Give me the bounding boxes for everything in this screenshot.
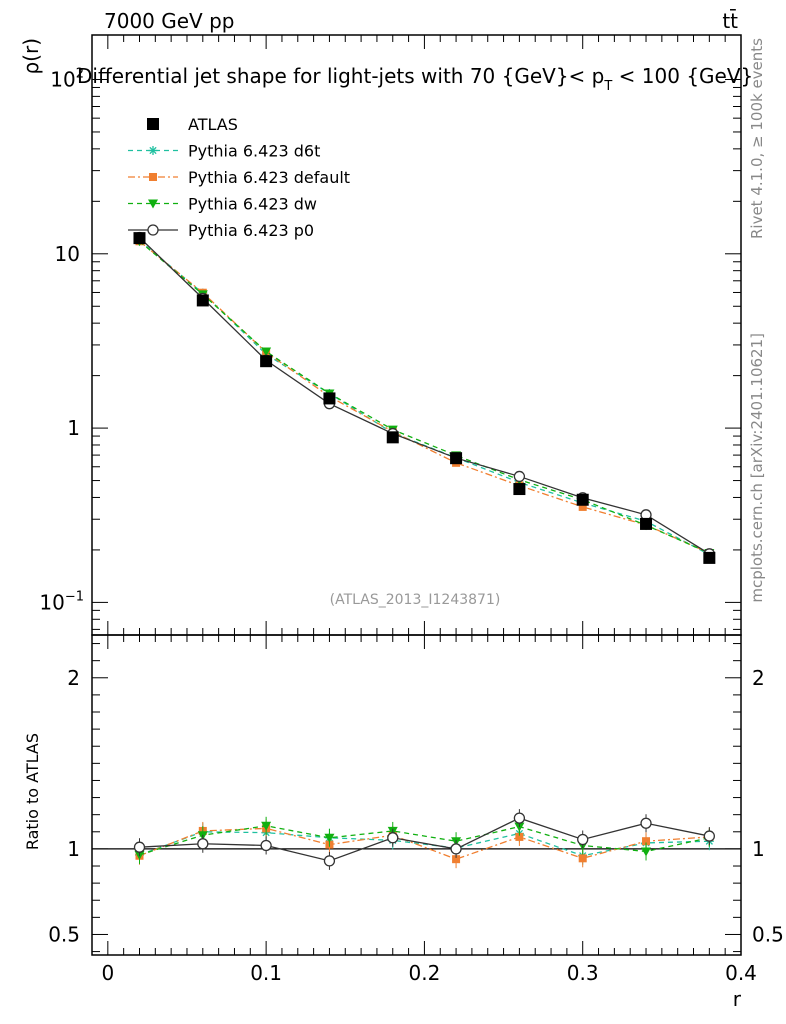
ratio-point-pythia-6-423-default — [515, 832, 524, 841]
x-axis-label: r — [733, 987, 742, 1011]
data-point-atlas — [196, 294, 209, 307]
data-point-pythia-6-423-dw — [261, 347, 272, 357]
ratio-point-pythia-6-423-p0 — [197, 838, 209, 850]
ratio-point-pythia-6-423-default — [452, 855, 461, 864]
ratio-point-pythia-6-423-dw — [514, 822, 525, 832]
y-tick-label: 10−1 — [39, 589, 84, 614]
legend-marker-pythia-6-423-d6t — [148, 146, 158, 155]
series-line-pythia-6-423-p0 — [139, 237, 710, 555]
watermark-label: (ATLAS_2013_I1243871) — [330, 592, 501, 608]
data-point-atlas — [386, 431, 399, 444]
ratio-line-pythia-6-423-p0 — [139, 817, 710, 862]
series-line-pythia-6-423-dw — [139, 240, 710, 554]
legend-label: Pythia 6.423 default — [188, 168, 350, 187]
ratio-y-tick-label: 0.5 — [48, 922, 80, 946]
ratio-point-pythia-6-423-p0 — [577, 833, 589, 846]
ratio-series-layer — [133, 809, 715, 870]
ratio-point-pythia-6-423-p0 — [450, 843, 462, 855]
energy-label: 7000 GeV pp — [104, 9, 235, 33]
x-tick-label: 0 — [101, 961, 114, 985]
data-point-pythia-6-423-default — [578, 502, 587, 511]
chart-title-subscript: T — [603, 79, 612, 94]
data-point-atlas — [260, 355, 273, 368]
main-series-layer — [133, 231, 716, 564]
ratio-line-pythia-6-423-default — [139, 827, 710, 860]
legend-label: ATLAS — [188, 115, 238, 134]
legend-marker-pythia-6-423-p0 — [147, 224, 159, 236]
ratio-point-pythia-6-423-dw — [324, 833, 335, 843]
ratio-y-axis-label: Ratio to ATLAS — [23, 733, 42, 850]
process-label: tt̄ — [722, 8, 738, 33]
legend-marker-atlas — [147, 118, 159, 130]
legend-marker-pythia-6-423-default — [149, 173, 157, 181]
chart-title-tail: < 100 {GeV} — [612, 64, 753, 88]
ratio-y-tick-label: 1 — [67, 837, 80, 861]
legend-label: Pythia 6.423 dw — [188, 195, 317, 214]
ratio-point-pythia-6-423-p0 — [387, 832, 399, 844]
ratio-line-pythia-6-423-d6t — [139, 831, 710, 857]
data-point-atlas — [576, 493, 589, 506]
ratio-point-pythia-6-423-p0 — [703, 830, 715, 842]
ratio-y-tick-label-right: 1 — [752, 837, 765, 861]
series-line-pythia-6-423-d6t — [139, 240, 710, 556]
ratio-point-pythia-6-423-p0 — [323, 855, 336, 867]
ratio-point-pythia-6-423-p0 — [133, 841, 146, 853]
ratio-y-tick-label-right: 0.5 — [752, 922, 784, 946]
data-point-atlas — [513, 483, 526, 496]
ratio-point-pythia-6-423-dw — [641, 847, 652, 857]
x-tick-label: 0.3 — [567, 961, 599, 985]
chart-title: Differential jet shape for light-jets wi… — [77, 64, 753, 94]
side-label-top: Rivet 4.1.0, ≥ 100k events — [748, 38, 766, 239]
legend-label: Pythia 6.423 p0 — [188, 221, 314, 240]
ratio-y-tick-label-right: 2 — [752, 666, 765, 690]
legend: ATLAS Pythia 6.423 d6t Pythia 6.423 defaul… — [128, 115, 350, 240]
ratio-plot-frame — [91, 634, 742, 956]
y-axis-label: ρ(r) — [19, 38, 43, 75]
axis-ticks — [92, 35, 742, 955]
ratio-point-pythia-6-423-dw — [261, 821, 272, 831]
ratio-y-tick-label: 2 — [67, 666, 80, 690]
ratio-point-pythia-6-423-p0 — [260, 839, 272, 852]
legend-marker-pythia-6-423-dw — [148, 199, 158, 209]
ratio-point-pythia-6-423-p0 — [513, 812, 526, 824]
side-label-bottom: mcplots.cern.ch [arXiv:2401.10621] — [748, 333, 766, 603]
x-tick-label: 0.2 — [409, 961, 441, 985]
ratio-line-pythia-6-423-dw — [139, 825, 710, 856]
chart-title-main: Differential jet shape for light-jets wi… — [77, 64, 604, 88]
ratio-point-pythia-6-423-default — [642, 837, 651, 846]
data-point-atlas — [640, 517, 653, 530]
data-point-atlas — [323, 392, 336, 405]
series-line-pythia-6-423-default — [139, 240, 710, 554]
x-tick-label: 0.4 — [725, 961, 757, 985]
ratio-point-pythia-6-423-default — [578, 854, 587, 863]
y-tick-label: 10 — [55, 242, 80, 266]
legend-label: Pythia 6.423 d6t — [188, 142, 320, 161]
data-point-pythia-6-423-p0 — [513, 470, 526, 483]
data-point-atlas — [133, 232, 146, 245]
data-point-atlas — [703, 551, 716, 564]
ratio-point-pythia-6-423-p0 — [640, 817, 652, 829]
data-point-atlas — [450, 452, 463, 465]
y-tick-label: 1 — [67, 416, 80, 440]
x-tick-label: 0.1 — [250, 961, 282, 985]
